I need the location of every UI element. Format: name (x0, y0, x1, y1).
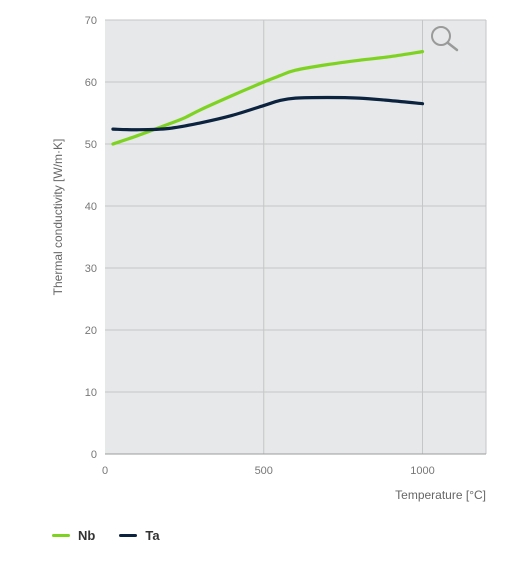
y-tick-label: 20 (85, 325, 97, 337)
x-tick-label: 1000 (410, 465, 434, 477)
x-tick-label: 0 (102, 465, 108, 477)
grid-lines (105, 19, 487, 455)
legend-item-ta: Ta (119, 528, 160, 543)
tick-labels: 0 10 20 30 40 50 60 70 0 500 1000 (85, 15, 435, 477)
y-tick-label: 50 (85, 139, 97, 151)
y-axis-label: Thermal conductivity [W/m·K] (51, 139, 65, 296)
legend-label-ta: Ta (145, 528, 160, 543)
legend-label-nb: Nb (78, 528, 96, 543)
y-tick-label: 30 (85, 263, 97, 275)
plot-area (105, 20, 486, 454)
x-axis-label: Temperature [°C] (395, 488, 486, 502)
y-tick-label: 40 (85, 201, 97, 213)
series-lines (111, 50, 425, 146)
series-line-nb (111, 50, 425, 146)
chart: 0 10 20 30 40 50 60 70 0 500 1000 Thermal conducti… (51, 15, 487, 502)
y-tick-label: 70 (85, 15, 97, 27)
x-tick-label: 500 (255, 465, 273, 477)
legend-swatch-nb (52, 534, 70, 537)
y-tick-label: 60 (85, 77, 97, 89)
y-tick-label: 10 (85, 387, 97, 399)
legend-swatch-ta (119, 534, 138, 537)
magnifier-icon[interactable] (431, 26, 459, 52)
y-tick-label: 0 (91, 449, 97, 461)
legend: Nb Ta (52, 528, 160, 543)
legend-item-nb: Nb (52, 528, 95, 543)
series-line-ta (111, 95, 425, 132)
